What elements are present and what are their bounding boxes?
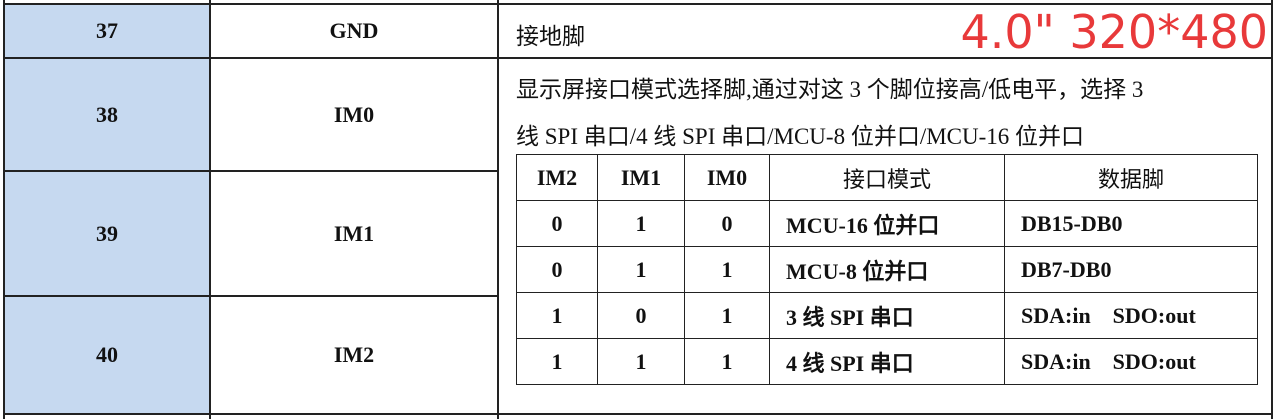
cell: 0: [684, 200, 770, 247]
im-description-line1: 显示屏接口模式选择脚,通过对这 3 个脚位接高/低电平，选择 3: [516, 77, 1144, 102]
im-description-line2: 线 SPI 串口/4 线 SPI 串口/MCU-8 位并口/MCU-16 位并口: [516, 124, 1085, 149]
cell: 1: [597, 200, 685, 247]
header-im2: IM2: [516, 154, 598, 201]
cell: DB15-DB0: [1004, 200, 1258, 247]
cell: SDA:in SDO:out: [1004, 292, 1258, 339]
cell: SDA:in SDO:out: [1004, 338, 1258, 385]
cell: 3 线 SPI 串口: [769, 292, 1005, 339]
pin-number: 38: [96, 101, 118, 127]
cell: 1: [684, 292, 770, 339]
pin-name: GND: [329, 18, 379, 43]
header-mode: 接口模式: [769, 154, 1005, 201]
interface-mode-table: IM2 IM1 IM0 接口模式 数据脚 0 1 0 MCU-16 位并口 DB15-D…: [516, 154, 1258, 385]
cell: 1: [684, 246, 770, 293]
cell: 1: [684, 338, 770, 385]
cell: MCU-16 位并口: [769, 200, 1005, 247]
cell: 0: [516, 200, 598, 247]
table-row: 0 1 0 MCU-16 位并口 DB15-DB0: [516, 200, 1258, 247]
table-row: 0 1 1 MCU-8 位并口 DB7-DB0: [516, 246, 1258, 293]
cell: 0: [597, 292, 685, 339]
cell: 0: [516, 246, 598, 293]
cell: 1: [597, 338, 685, 385]
pin-name: IM2: [333, 342, 375, 367]
cell: DB7-DB0: [1004, 246, 1258, 293]
screen-size-overlay: 4.0" 320*480: [960, 5, 1268, 59]
table-header-row: IM2 IM1 IM0 接口模式 数据脚: [516, 154, 1258, 201]
header-im1: IM1: [597, 154, 685, 201]
pin-description: 接地脚: [516, 24, 585, 49]
pin-name: IM0: [333, 101, 375, 127]
header-data-pins: 数据脚: [1004, 154, 1258, 201]
pin-name: IM1: [333, 220, 375, 246]
cell: 4 线 SPI 串口: [769, 338, 1005, 385]
cell: 1: [516, 292, 598, 339]
cell: 1: [597, 246, 685, 293]
pin-number: 37: [96, 18, 118, 43]
pin-number: 40: [96, 342, 118, 367]
header-im0: IM0: [684, 154, 770, 201]
pin-number: 39: [96, 220, 118, 246]
pin-column-bg: [4, 4, 210, 414]
cell: MCU-8 位并口: [769, 246, 1005, 293]
cell: 1: [516, 338, 598, 385]
